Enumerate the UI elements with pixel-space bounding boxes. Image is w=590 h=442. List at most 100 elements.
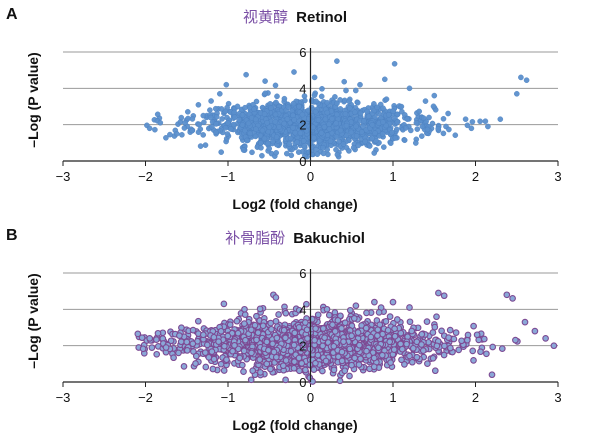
data-point — [296, 367, 303, 375]
panel-letter-a: A — [6, 6, 18, 23]
data-point — [295, 324, 303, 331]
data-point — [462, 116, 469, 122]
data-point — [357, 110, 364, 117]
data-point — [369, 122, 376, 128]
x-tick-label: −2 — [138, 169, 153, 184]
data-point — [275, 311, 282, 318]
data-point — [338, 357, 346, 365]
data-point — [384, 326, 392, 334]
data-point — [233, 317, 241, 325]
data-point — [418, 330, 426, 338]
data-point — [477, 118, 483, 125]
data-point — [242, 104, 248, 111]
data-point — [391, 325, 398, 333]
y-axis-label-b: –Log (P value) — [25, 273, 41, 369]
data-point — [240, 320, 248, 327]
data-point — [435, 289, 442, 297]
data-point — [431, 367, 439, 375]
data-point — [208, 98, 214, 104]
y-axis-label-a: –Log (P value) — [25, 52, 41, 148]
data-point — [440, 116, 447, 122]
data-point — [371, 101, 377, 107]
data-point — [287, 135, 294, 142]
data-point — [291, 329, 299, 337]
data-point — [267, 319, 275, 327]
data-point — [239, 112, 246, 118]
data-point — [297, 337, 305, 345]
data-point — [463, 336, 471, 344]
data-point — [446, 126, 452, 133]
data-point — [259, 152, 265, 159]
data-point — [146, 125, 153, 132]
data-point — [182, 120, 188, 126]
data-point — [464, 122, 471, 129]
data-point — [318, 93, 325, 100]
data-point — [418, 341, 425, 348]
data-point — [312, 108, 319, 115]
data-point — [509, 295, 516, 302]
data-point — [247, 130, 253, 137]
data-point — [302, 97, 308, 104]
data-point — [363, 347, 370, 355]
data-point — [322, 357, 330, 365]
data-point — [358, 129, 365, 135]
y-tick-label: 6 — [299, 266, 306, 281]
data-point — [375, 309, 383, 316]
data-point — [413, 120, 420, 126]
x-tick-label: 2 — [472, 390, 479, 405]
x-tick-label: 2 — [472, 169, 479, 184]
data-point — [374, 104, 380, 111]
data-point — [257, 369, 264, 376]
x-tick-label: 0 — [307, 390, 314, 405]
data-point — [194, 317, 202, 325]
data-point — [238, 361, 246, 369]
data-point — [279, 362, 287, 370]
data-point — [390, 108, 397, 115]
data-point — [262, 78, 268, 84]
data-point — [180, 363, 188, 370]
data-point — [154, 111, 161, 118]
data-point — [366, 143, 373, 149]
data-point — [336, 377, 344, 385]
data-point — [323, 305, 331, 313]
data-point — [378, 351, 386, 359]
data-point — [295, 149, 302, 155]
data-point — [386, 313, 394, 320]
data-point — [268, 325, 275, 333]
data-point — [220, 300, 228, 308]
data-point — [146, 335, 154, 342]
data-point — [319, 342, 327, 350]
data-point — [217, 360, 225, 368]
x-tick-label: 0 — [307, 169, 314, 184]
data-point — [380, 144, 387, 150]
data-point — [197, 143, 204, 149]
data-point — [290, 364, 298, 372]
panel-a: −3 −2 −1 0 1 2 3 0 2 4 6 A 视黄醇 Retinol –Log (P val… — [6, 6, 562, 212]
y-tick-label: 6 — [299, 45, 306, 60]
data-point — [440, 130, 447, 137]
data-point — [269, 138, 276, 145]
data-point — [408, 327, 416, 335]
data-point — [282, 309, 290, 317]
data-point — [216, 91, 223, 97]
data-point — [290, 125, 296, 131]
data-point — [550, 342, 558, 350]
data-point — [389, 298, 397, 306]
data-point — [269, 340, 276, 348]
data-point — [153, 350, 161, 358]
data-point — [273, 334, 281, 342]
data-point — [469, 347, 477, 355]
data-point — [240, 147, 247, 153]
data-point — [243, 71, 249, 78]
data-point — [420, 115, 427, 121]
data-point — [175, 349, 182, 357]
data-point — [445, 110, 451, 117]
data-point — [283, 150, 290, 157]
data-point — [207, 114, 214, 121]
x-tick-label: −3 — [56, 169, 71, 184]
data-point — [267, 365, 274, 373]
data-point — [340, 141, 347, 147]
data-point — [224, 332, 232, 340]
data-point — [455, 346, 463, 354]
data-point — [355, 142, 362, 149]
